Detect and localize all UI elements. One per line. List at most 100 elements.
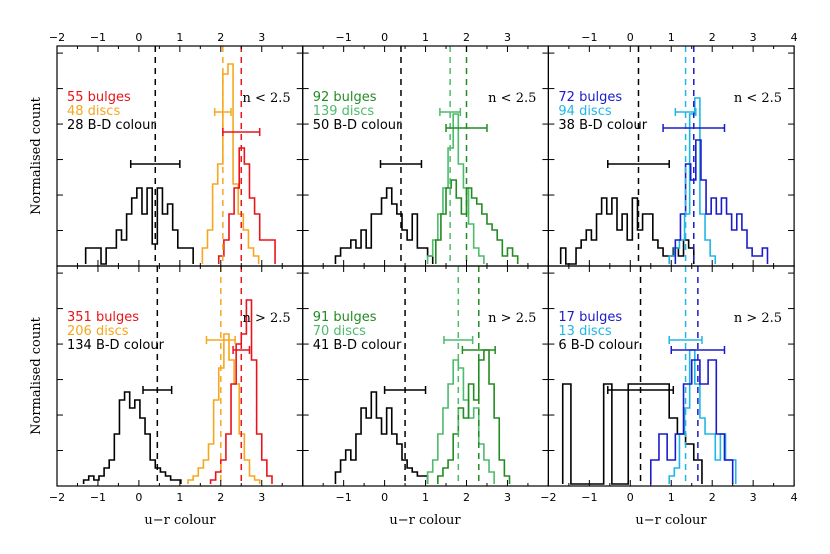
histogram-discs bbox=[201, 63, 260, 264]
panel-frame bbox=[302, 265, 550, 487]
errorbar-1 bbox=[205, 336, 236, 344]
histogram-b-d-colour bbox=[334, 187, 434, 264]
errorbar-2 bbox=[662, 124, 726, 132]
histogram-bulges bbox=[434, 179, 519, 264]
errorbar-1 bbox=[439, 108, 462, 116]
x-tick-label-3: 1 bbox=[176, 31, 183, 44]
errorbar-2 bbox=[445, 124, 488, 132]
x-tick-label-1: −1 bbox=[90, 491, 106, 504]
errorbar-1 bbox=[674, 108, 697, 116]
legend-entry-2: 38 B-D colour bbox=[558, 118, 647, 133]
plot-area bbox=[334, 266, 511, 486]
x-tick-label-0: −2 bbox=[49, 491, 65, 504]
errorbar-2 bbox=[461, 346, 496, 354]
histogram-bulges bbox=[437, 349, 511, 484]
x-tick-label-1: 0 bbox=[381, 31, 388, 44]
axis-titles: Normalised count Normalised count u−r co… bbox=[29, 96, 707, 528]
x-tick-label-3: 1 bbox=[668, 491, 675, 504]
legend-entry-2: 134 B-D colour bbox=[67, 338, 165, 353]
plot-area bbox=[559, 46, 769, 266]
errorbar-1 bbox=[668, 336, 703, 344]
sersic-label: n < 2.5 bbox=[734, 91, 782, 106]
x-tick-label-5: 3 bbox=[258, 491, 265, 504]
errorbar-2 bbox=[232, 346, 251, 354]
x-tick-label-0: −1 bbox=[336, 491, 352, 504]
x-tick-label-1: −1 bbox=[581, 491, 597, 504]
x-tick-label-4: 2 bbox=[217, 31, 224, 44]
panel-frame bbox=[56, 45, 304, 267]
x-tick-label-5: 3 bbox=[258, 31, 265, 44]
panel-frame bbox=[56, 265, 304, 487]
x-tick-label-2: 0 bbox=[135, 31, 142, 44]
legend-entry-0: 351 bulges bbox=[67, 310, 139, 325]
errorbar-1 bbox=[443, 336, 474, 344]
x-tick-label-4: 2 bbox=[217, 491, 224, 504]
histogram-bulges bbox=[674, 139, 769, 264]
histogram-b-d-colour bbox=[559, 197, 695, 265]
xlabel-middle: u−r colour bbox=[389, 513, 461, 528]
legend-entry-1: 94 discs bbox=[558, 104, 611, 119]
plot-area bbox=[561, 266, 737, 486]
x-tick-label-2: 0 bbox=[135, 491, 142, 504]
x-tick-label-0: −1 bbox=[581, 31, 597, 44]
x-tick-label-0: −2 bbox=[49, 31, 65, 44]
panel-frame bbox=[302, 45, 550, 267]
panel-frame bbox=[547, 45, 795, 267]
errorbar-1 bbox=[213, 108, 232, 116]
legend-entry-1: 70 discs bbox=[313, 324, 366, 339]
errorbar-0 bbox=[607, 386, 675, 394]
histogram-b-d-colour bbox=[84, 187, 194, 265]
x-tick-label-4: 3 bbox=[504, 491, 511, 504]
panel-frame bbox=[547, 265, 795, 487]
x-tick-label-6: 4 bbox=[791, 491, 798, 504]
errorbar-0 bbox=[129, 160, 181, 168]
legend-entry-2: 28 B-D colour bbox=[67, 118, 156, 133]
sersic-label: n < 2.5 bbox=[242, 91, 290, 106]
x-tick-label-1: 0 bbox=[627, 31, 634, 44]
sersic-label: n < 2.5 bbox=[488, 91, 536, 106]
legend-entry-0: 17 bulges bbox=[558, 310, 622, 325]
x-tick-label-2: 0 bbox=[627, 491, 634, 504]
histogram-discs bbox=[426, 359, 495, 484]
errorbar-2 bbox=[670, 346, 726, 354]
x-tick-label-2: 1 bbox=[668, 31, 675, 44]
sersic-label: n > 2.5 bbox=[488, 311, 536, 326]
x-tick-label-2: 1 bbox=[422, 31, 429, 44]
x-tick-label-0: −2 bbox=[540, 491, 556, 504]
legend-entry-0: 91 bulges bbox=[313, 310, 377, 325]
errorbar-0 bbox=[142, 386, 173, 394]
errorbar-0 bbox=[607, 160, 670, 168]
legend-entry-1: 13 discs bbox=[558, 324, 611, 339]
histogram-b-d-colour bbox=[82, 391, 182, 484]
histogram-discs bbox=[187, 333, 261, 484]
x-tick-label-0: −1 bbox=[336, 31, 352, 44]
xlabel-left: u−r colour bbox=[144, 513, 216, 528]
histogram-bulges bbox=[217, 147, 276, 264]
xlabel-right: u−r colour bbox=[635, 513, 707, 528]
x-tick-label-3: 1 bbox=[176, 491, 183, 504]
histogram-discs bbox=[668, 97, 717, 264]
legend-entry-0: 72 bulges bbox=[558, 90, 622, 105]
legend-entry-2: 41 B-D colour bbox=[313, 338, 402, 353]
x-tick-label-3: 2 bbox=[463, 31, 470, 44]
x-tick-label-5: 4 bbox=[791, 31, 798, 44]
x-tick-label-4: 3 bbox=[504, 31, 511, 44]
legend-entry-0: 92 bulges bbox=[313, 90, 377, 105]
x-tick-label-5: 3 bbox=[750, 491, 757, 504]
errorbar-0 bbox=[383, 386, 427, 394]
histogram-bulges bbox=[649, 359, 734, 484]
x-tick-label-3: 2 bbox=[463, 491, 470, 504]
x-tick-label-3: 2 bbox=[709, 31, 716, 44]
x-tick-label-1: 0 bbox=[381, 491, 388, 504]
x-tick-label-1: −1 bbox=[90, 31, 106, 44]
ylabel-bottom: Normalised count bbox=[29, 316, 44, 434]
legend-entry-2: 50 B-D colour bbox=[313, 118, 402, 133]
